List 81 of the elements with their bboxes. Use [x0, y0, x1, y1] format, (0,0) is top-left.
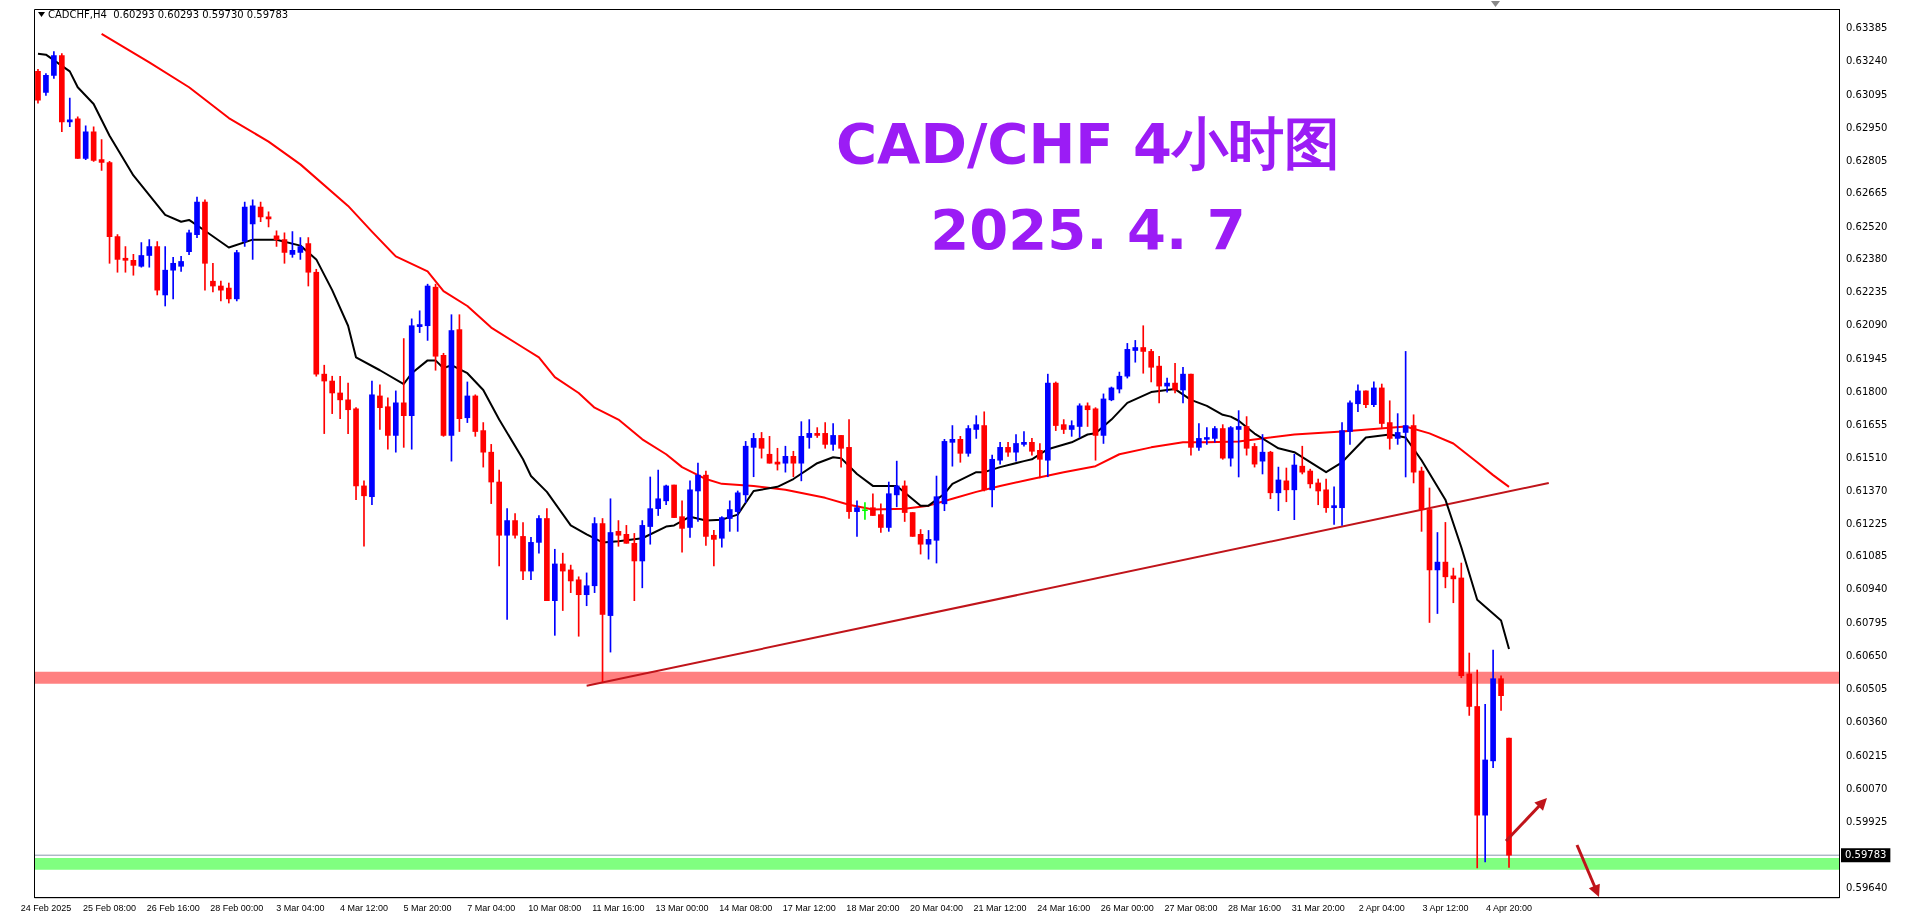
- x-tick-label: 2 Apr 04:00: [1358, 903, 1405, 914]
- y-tick-label: 0.60505: [1846, 683, 1888, 695]
- x-tick-label: 3 Mar 04:00: [276, 903, 325, 914]
- candlestick: [806, 419, 813, 449]
- x-tick-label: 31 Mar 20:00: [1291, 903, 1345, 914]
- x-tick-label: 25 Feb 08:00: [83, 903, 137, 914]
- x-tick-label: 7 Mar 04:00: [467, 903, 516, 914]
- candlestick: [1140, 325, 1147, 374]
- x-tick-label: 28 Mar 16:00: [1228, 903, 1282, 914]
- y-tick-label: 0.62805: [1846, 155, 1888, 167]
- candlestick: [337, 375, 343, 419]
- x-tick-label: 11 Mar 16:00: [592, 903, 645, 914]
- y-tick-label: 0.61510: [1846, 452, 1888, 464]
- y-tick-label: 0.61225: [1846, 517, 1888, 529]
- candlestick: [655, 469, 662, 516]
- x-tick-label: 18 Mar 20:00: [846, 903, 900, 914]
- y-tick-label: 0.62950: [1846, 121, 1888, 133]
- y-tick-label: 0.60940: [1846, 583, 1888, 595]
- x-tick-label: 24 Mar 16:00: [1037, 903, 1091, 914]
- candlestick: [862, 502, 868, 520]
- candlestick: [400, 338, 407, 448]
- x-tick-label: 13 Mar 00:00: [655, 903, 709, 914]
- candlestick: [1132, 340, 1139, 363]
- candlestick: [559, 552, 566, 611]
- y-tick-label: 0.60795: [1846, 616, 1888, 628]
- y-tick-label: 0.60360: [1846, 716, 1888, 728]
- y-tick-label: 0.62380: [1846, 252, 1888, 264]
- y-tick-label: 0.63240: [1846, 55, 1888, 67]
- y-tick-label: 0.61370: [1846, 484, 1888, 496]
- candlestick: [504, 508, 510, 620]
- x-tick-label: 10 Mar 08:00: [528, 903, 582, 914]
- x-tick-label: 26 Feb 16:00: [146, 903, 200, 914]
- x-tick-label: 26 Mar 00:00: [1100, 903, 1154, 914]
- x-tick-label: 4 Mar 12:00: [339, 903, 388, 914]
- candlestick: [210, 262, 216, 293]
- ref-line-label: 0.59783: [1845, 848, 1887, 860]
- candlestick: [1299, 445, 1306, 475]
- candlestick: [893, 460, 900, 508]
- candlestick: [321, 364, 328, 434]
- y-tick-label: 0.62235: [1846, 286, 1888, 298]
- y-tick-label: 0.61945: [1846, 352, 1888, 364]
- candlestick: [345, 382, 351, 434]
- x-tick-label: 24 Feb 2025: [20, 903, 72, 914]
- x-tick-label: 20 Mar 04:00: [909, 903, 964, 914]
- candlestick: [1394, 413, 1401, 445]
- y-tick-label: 0.60070: [1846, 782, 1888, 794]
- x-tick-label: 3 Apr 12:00: [1422, 903, 1469, 914]
- y-tick-label: 0.62090: [1846, 319, 1888, 331]
- x-tick-label: 27 Mar 08:00: [1164, 903, 1218, 914]
- y-tick-label: 0.62520: [1846, 220, 1888, 232]
- x-tick-label: 5 Mar 20:00: [403, 903, 452, 914]
- y-tick-label: 0.61800: [1846, 385, 1888, 397]
- y-tick-label: 0.60215: [1846, 749, 1888, 761]
- candlestick: [361, 480, 367, 547]
- y-tick-label: 0.61655: [1846, 419, 1888, 431]
- candlestick: [1331, 486, 1337, 525]
- x-tick-label: 14 Mar 08:00: [719, 903, 773, 914]
- candlestick: [973, 415, 980, 439]
- x-tick-label: 28 Feb 00:00: [210, 903, 264, 914]
- annotation: CADCHF,H4 0.60293 0.60293 0.59730 0.59783: [48, 9, 289, 21]
- y-tick-label: 0.59640: [1846, 881, 1888, 893]
- candlestick: [1172, 363, 1178, 394]
- candlestick: [170, 257, 176, 300]
- candlestick: [854, 500, 860, 537]
- candlestick: [679, 500, 685, 553]
- text: 2025. 4. 7: [929, 197, 1247, 262]
- candlestick: [575, 576, 582, 637]
- y-tick-label: 0.61085: [1846, 549, 1888, 561]
- x-tick-label: 4 Apr 20:00: [1485, 903, 1533, 914]
- y-tick-label: 0.63095: [1846, 88, 1888, 100]
- y-tick-label: 0.59925: [1846, 816, 1888, 828]
- candlestick: [814, 427, 821, 438]
- x-tick-label: 21 Mar 12:00: [973, 903, 1027, 914]
- y-tick-label: 0.60650: [1846, 649, 1888, 661]
- candlestick: [711, 530, 717, 567]
- y-tick-label: 0.63385: [1846, 22, 1888, 34]
- candlestick: [1021, 431, 1027, 447]
- candlestick: [1204, 427, 1210, 445]
- text: CAD/CHF 4小时图: [834, 111, 1342, 176]
- x-tick-label: 17 Mar 12:00: [782, 903, 836, 914]
- y-tick-label: 0.62665: [1846, 187, 1888, 199]
